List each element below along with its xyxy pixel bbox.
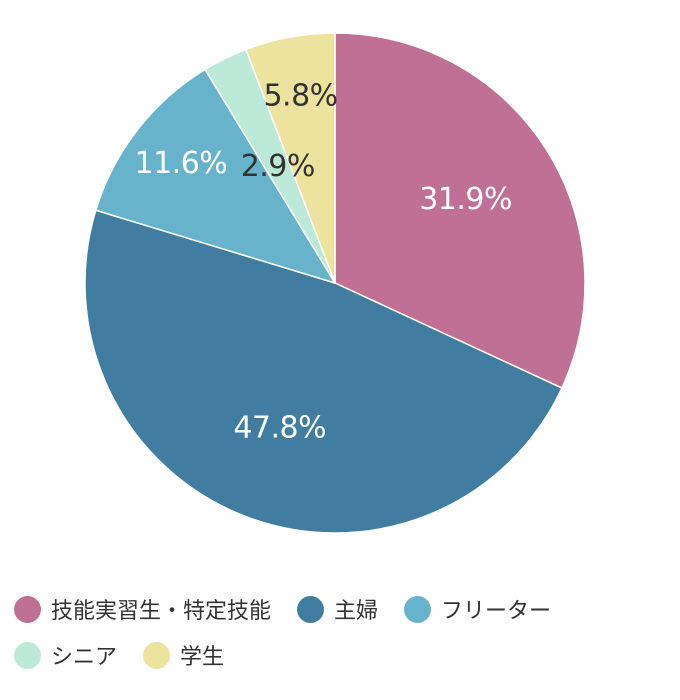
legend-swatch xyxy=(143,641,171,669)
pie-slice xyxy=(334,32,586,390)
legend-swatch xyxy=(297,595,325,623)
pie-slice-label: 2.9% xyxy=(241,149,315,184)
legend-swatch xyxy=(404,595,432,623)
legend-label: 主婦 xyxy=(334,599,379,624)
pie-chart: 31.9% 47.8% 11.6% 2.9% 5.8% xyxy=(84,32,586,534)
pie-slice xyxy=(84,209,563,534)
pie-slice-label: 31.9% xyxy=(419,182,512,217)
legend-label: 技能実習生・特定技能 xyxy=(51,599,272,624)
pie-slice-labels: 31.9% 47.8% 11.6% 2.9% 5.8% xyxy=(135,79,513,446)
legend-item: 主婦 xyxy=(297,593,378,625)
legend-label: 学生 xyxy=(180,645,225,670)
pie-slice-label: 5.8% xyxy=(263,79,337,114)
legend-swatch xyxy=(14,595,41,623)
legend-swatch xyxy=(14,641,41,669)
pie-slices xyxy=(84,32,586,534)
legend-label: フリーター xyxy=(441,599,552,624)
pie-slice-label: 47.8% xyxy=(233,410,326,445)
legend-row: シニア 学生 xyxy=(14,638,674,672)
legend-item: 技能実習生・特定技能 xyxy=(14,593,271,625)
legend-row: 技能実習生・特定技能 主婦 フリーター xyxy=(14,592,674,626)
legend-item: シニア xyxy=(14,639,117,671)
chart-legend: 技能実習生・特定技能 主婦 フリーターシニア 学生 xyxy=(14,592,674,684)
pie-slice xyxy=(244,32,336,284)
legend-item: 学生 xyxy=(143,639,224,671)
legend-label: シニア xyxy=(51,645,118,670)
pie-slice xyxy=(94,68,337,285)
legend-item: フリーター xyxy=(404,593,551,625)
pie-slice-label: 11.6% xyxy=(135,146,228,181)
